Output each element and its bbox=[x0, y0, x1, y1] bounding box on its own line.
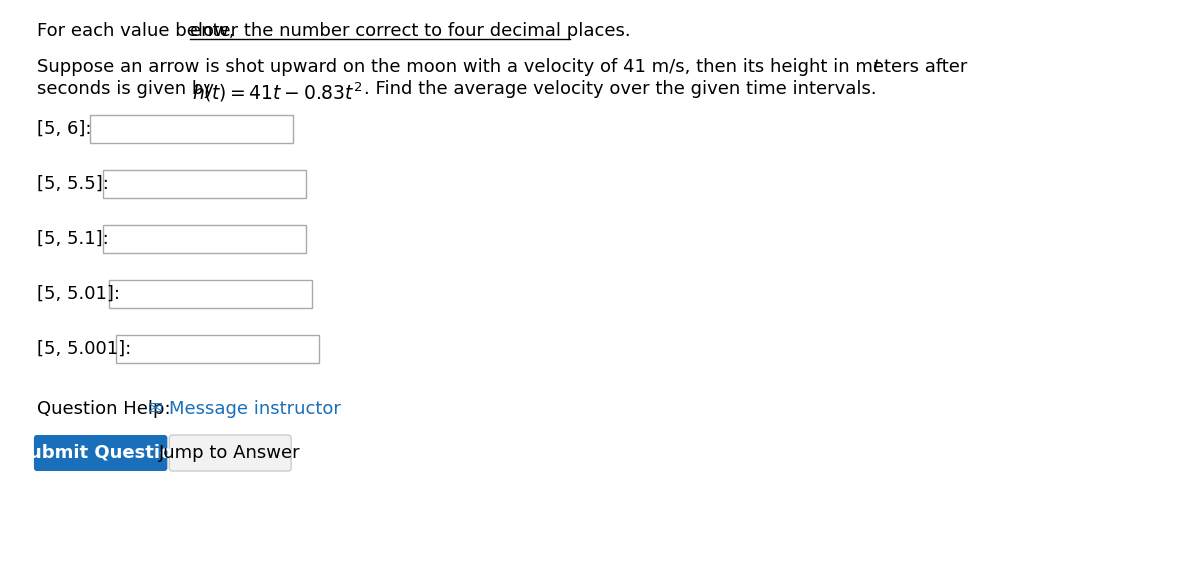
FancyBboxPatch shape bbox=[34, 435, 167, 471]
Text: [5, 5.01]:: [5, 5.01]: bbox=[37, 285, 120, 303]
FancyBboxPatch shape bbox=[169, 435, 292, 471]
FancyBboxPatch shape bbox=[102, 170, 306, 198]
Text: For each value below,: For each value below, bbox=[37, 22, 240, 40]
Text: [5, 5.001]:: [5, 5.001]: bbox=[37, 340, 131, 358]
Text: t: t bbox=[872, 58, 880, 76]
Text: $h(t) = 41t - 0.83t^2$: $h(t) = 41t - 0.83t^2$ bbox=[192, 80, 361, 103]
Text: ✉: ✉ bbox=[148, 400, 163, 418]
Text: [5, 5.1]:: [5, 5.1]: bbox=[37, 230, 108, 248]
Text: Jump to Answer: Jump to Answer bbox=[160, 444, 301, 462]
Text: Submit Question: Submit Question bbox=[16, 444, 185, 462]
Text: [5, 5.5]:: [5, 5.5]: bbox=[37, 175, 109, 193]
Text: enter the number correct to four decimal places.: enter the number correct to four decimal… bbox=[190, 22, 630, 40]
FancyBboxPatch shape bbox=[102, 225, 306, 253]
FancyBboxPatch shape bbox=[116, 335, 319, 363]
Text: Suppose an arrow is shot upward on the moon with a velocity of 41 m/s, then its : Suppose an arrow is shot upward on the m… bbox=[37, 58, 973, 76]
Text: Question Help:: Question Help: bbox=[37, 400, 170, 418]
FancyBboxPatch shape bbox=[109, 280, 312, 308]
Text: . Find the average velocity over the given time intervals.: . Find the average velocity over the giv… bbox=[364, 80, 876, 98]
FancyBboxPatch shape bbox=[90, 115, 293, 143]
Text: seconds is given by: seconds is given by bbox=[37, 80, 220, 98]
Text: Message instructor: Message instructor bbox=[169, 400, 341, 418]
Text: [5, 6]:: [5, 6]: bbox=[37, 120, 91, 138]
